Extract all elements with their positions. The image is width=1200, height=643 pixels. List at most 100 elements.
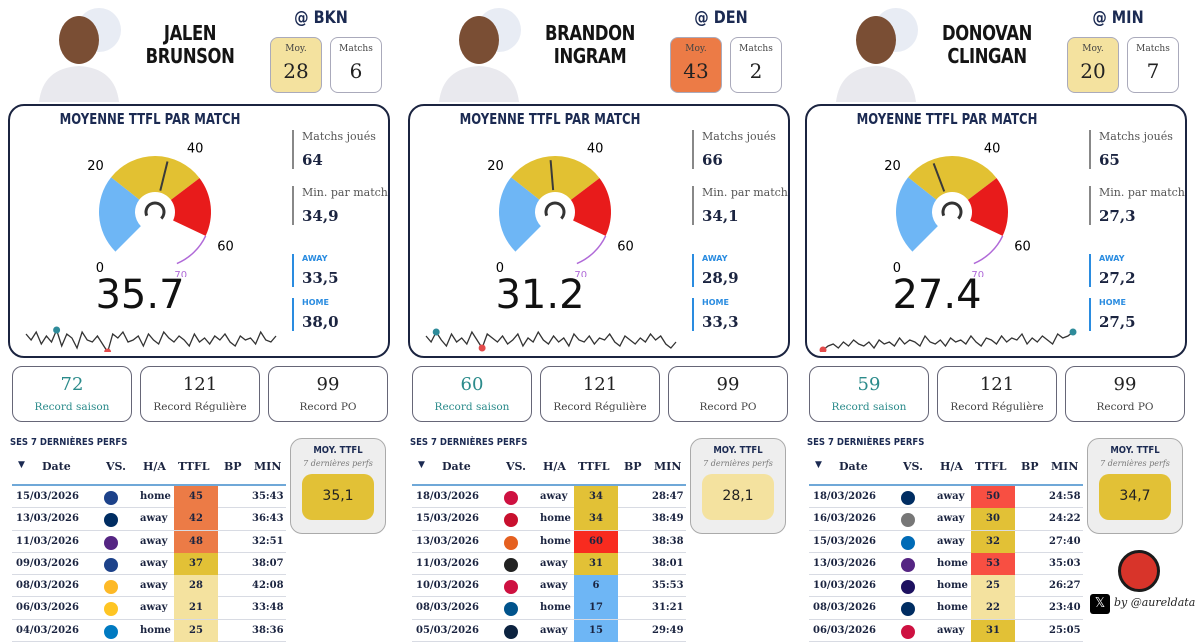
row-ttfl: 25 xyxy=(971,575,1015,598)
table-row: 06/03/2026 away 21 33:48 xyxy=(12,597,286,620)
ttfl-gauge: 0 20 40 60 70 xyxy=(487,142,634,277)
row-min: 33:48 xyxy=(252,602,284,614)
ttfl-average-card: MOYENNE TTFL PAR MATCH 0 20 40 60 70 31.… xyxy=(408,104,790,358)
col-date[interactable]: Date xyxy=(442,460,471,473)
next-matchup: @ MIN xyxy=(1092,8,1144,28)
col-ha[interactable]: H/A xyxy=(543,460,566,473)
gauge-tick-60: 60 xyxy=(617,239,634,254)
col-ttfl[interactable]: TTFL xyxy=(578,460,610,473)
team-logo-icon xyxy=(901,513,915,528)
col-vs[interactable]: VS. xyxy=(506,460,526,473)
ttfl-average-value: 27.4 xyxy=(892,272,982,318)
team-logo-icon xyxy=(504,602,518,617)
away-stat: AWAY 27,2 xyxy=(1089,254,1136,287)
row-min: 29:49 xyxy=(652,624,684,636)
card-title: MOYENNE TTFL PAR MATCH xyxy=(459,110,641,128)
moy-ttfl-7-box: MOY. TTFL 7 dernières perfs 28,1 xyxy=(690,438,786,534)
moy-ttfl-7-box: MOY. TTFL 7 dernières perfs 34,7 xyxy=(1087,438,1183,534)
sort-desc-icon[interactable]: ▼ xyxy=(815,460,822,470)
row-ha: away xyxy=(937,624,965,636)
gauge-needle xyxy=(159,161,169,191)
table-row: 13/03/2026 away 42 36:43 xyxy=(12,508,286,531)
col-min[interactable]: MIN xyxy=(654,460,682,473)
col-bp[interactable]: BP xyxy=(1021,460,1039,473)
record-saison-box: 60 Record saison xyxy=(412,366,532,422)
record-reguliere-box: 121 Record Régulière xyxy=(140,366,260,422)
row-ha: home xyxy=(540,513,571,525)
next-matchup: @ BKN xyxy=(294,8,348,28)
col-date[interactable]: Date xyxy=(839,460,868,473)
col-bp[interactable]: BP xyxy=(224,460,242,473)
matchs-opponent-box: Matchs 6 xyxy=(330,37,382,93)
row-ha: away xyxy=(140,602,168,614)
moy-opponent-value: 20 xyxy=(1080,59,1106,83)
gauge-segment-mid xyxy=(908,156,997,200)
record-po-box: 99 Record PO xyxy=(268,366,388,422)
row-ha: away xyxy=(540,557,568,569)
sort-desc-icon[interactable]: ▼ xyxy=(18,460,25,470)
row-ha: home xyxy=(540,602,571,614)
team-logo-icon xyxy=(504,535,518,550)
row-min: 38:36 xyxy=(252,624,284,636)
col-date[interactable]: Date xyxy=(42,460,71,473)
team-logo-icon xyxy=(104,535,118,550)
gauge-tick-70: 70 xyxy=(174,270,187,277)
col-vs[interactable]: VS. xyxy=(903,460,923,473)
row-ttfl: 45 xyxy=(174,486,218,508)
row-min: 27:40 xyxy=(1049,535,1081,547)
row-ttfl: 31 xyxy=(574,552,618,575)
player-name: JALEN BRUNSON xyxy=(145,21,235,68)
gauge-segment-mid xyxy=(111,156,200,200)
col-bp[interactable]: BP xyxy=(624,460,642,473)
row-min: 31:21 xyxy=(652,602,684,614)
player-column: DONOVAN CLINGAN @ MIN Moy. 20 Matchs 7 M… xyxy=(797,0,1187,643)
row-min: 38:49 xyxy=(652,513,684,525)
row-date: 04/03/2026 xyxy=(16,624,79,636)
table-header: Date VS. H/A TTFL BP MIN ▼ xyxy=(412,456,686,486)
sort-desc-icon[interactable]: ▼ xyxy=(418,460,425,470)
matchs-opponent-value: 2 xyxy=(749,59,763,83)
min-par-match-stat: Min. par match 34,1 xyxy=(692,186,788,225)
row-date: 10/03/2026 xyxy=(416,580,479,592)
row-ha: home xyxy=(540,535,571,547)
col-min[interactable]: MIN xyxy=(1051,460,1079,473)
col-ha[interactable]: H/A xyxy=(143,460,166,473)
matchs-opponent-box: Matchs 2 xyxy=(730,37,782,93)
moy-opponent-box: Moy. 28 xyxy=(270,37,322,93)
team-logo-icon xyxy=(104,557,118,572)
last-perfs-table: Date VS. H/A TTFL BP MIN ▼ 15/03/2026 ho… xyxy=(12,456,286,643)
row-min: 28:47 xyxy=(652,491,684,502)
sparkline-min-dot xyxy=(819,346,827,352)
record-saison-box: 59 Record saison xyxy=(809,366,929,422)
team-logo-icon xyxy=(504,580,518,595)
col-min[interactable]: MIN xyxy=(254,460,282,473)
x-logo-icon[interactable]: 𝕏 xyxy=(1090,594,1110,614)
team-logo-icon xyxy=(104,513,118,528)
sparkline-max-dot xyxy=(432,328,440,336)
col-ttfl[interactable]: TTFL xyxy=(975,460,1007,473)
col-ha[interactable]: H/A xyxy=(940,460,963,473)
gauge-tick-70: 70 xyxy=(574,270,587,277)
row-date: 06/03/2026 xyxy=(813,624,876,636)
gauge-tick-60: 60 xyxy=(217,239,234,254)
table-row: 13/03/2026 home 53 35:03 xyxy=(809,552,1083,576)
row-ha: home xyxy=(937,580,968,592)
table-row: 09/03/2026 away 37 38:07 xyxy=(12,552,286,576)
col-vs[interactable]: VS. xyxy=(106,460,126,473)
table-row: 10/03/2026 home 25 26:27 xyxy=(809,575,1083,598)
table-row: 15/03/2026 home 34 38:49 xyxy=(412,508,686,531)
sparkline-min-dot xyxy=(478,344,486,352)
gauge-segment-mid xyxy=(511,156,600,200)
trend-sparkline xyxy=(819,328,1077,352)
player-photo xyxy=(439,8,521,102)
table-row: 15/03/2026 away 32 27:40 xyxy=(809,530,1083,553)
table-row: 13/03/2026 home 60 38:38 xyxy=(412,530,686,553)
row-min: 38:01 xyxy=(652,557,684,569)
gauge-tick-0: 0 xyxy=(496,261,504,276)
team-logo-icon xyxy=(504,624,518,639)
row-ttfl: 32 xyxy=(971,530,1015,553)
table-row: 11/03/2026 away 48 32:51 xyxy=(12,530,286,553)
col-ttfl[interactable]: TTFL xyxy=(178,460,210,473)
row-ttfl: 53 xyxy=(971,552,1015,575)
row-min: 36:43 xyxy=(252,513,284,525)
